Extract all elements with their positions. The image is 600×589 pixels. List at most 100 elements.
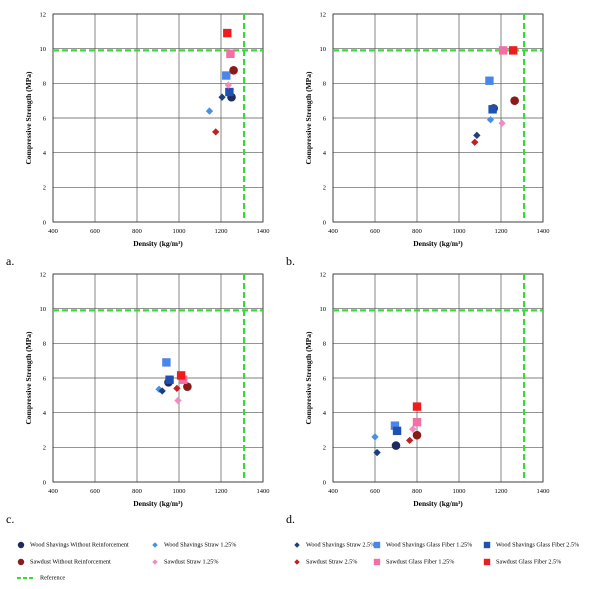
legend-label: Sawdust Glass Fiber 1.25% — [386, 558, 455, 566]
chart-panel-c: 400 600 800 1000 1200 1400 0 2 4 6 8 10 12 Density (k… — [24, 271, 270, 508]
data-point-wood_shavings_glass_125 — [162, 358, 171, 367]
panel-label-b: b. — [286, 254, 295, 268]
legend-marker-shape — [483, 558, 491, 566]
legend-marker-square — [483, 541, 491, 549]
legend-marker-circle — [17, 558, 25, 566]
y-tick-label: 4 — [323, 410, 327, 417]
data-point-wood_shavings_straw_25 — [218, 93, 226, 101]
x-tick-label: 1000 — [173, 228, 186, 235]
y-tick-label: 8 — [323, 81, 326, 88]
legend-marker-diamond — [294, 542, 300, 548]
y-tick-label: 0 — [43, 219, 46, 226]
data-point-wood_shavings_straw_125 — [205, 107, 214, 115]
data-point-wood_shavings_glass_25 — [488, 105, 497, 114]
data-point-sawdust_straw_25 — [212, 128, 220, 136]
x-tick-label: 600 — [370, 228, 380, 235]
y-tick-label: 12 — [40, 271, 47, 278]
x-tick-label: 800 — [412, 228, 422, 235]
data-point-wood_shavings_glass_125 — [390, 421, 400, 430]
legend-marker-shape — [17, 558, 25, 566]
y-tick-label: 0 — [43, 479, 46, 486]
data-point-wood_shavings_straw_25 — [158, 387, 166, 395]
y-tick-label: 6 — [43, 115, 47, 122]
chart-panel-b: 400 600 800 1000 1200 1400 0 2 4 6 8 10 12 Density (k… — [304, 11, 550, 248]
y-axis-label: Compressive Strength (MPa) — [24, 331, 33, 425]
legend-item-sawdust_straw_125: Sawdust Straw 1.25% — [150, 557, 218, 567]
legend-marker-shape — [152, 542, 158, 548]
data-point-sawdust_glass_25 — [412, 402, 422, 411]
y-tick-label: 4 — [43, 150, 47, 157]
data-point-sawdust_straw_125 — [224, 81, 233, 89]
legend-label: Wood Shavings Without Reinforcement — [30, 541, 129, 549]
legend-label: Reference — [40, 574, 66, 582]
chart-panel-a: 400 600 800 1000 1200 1400 0 2 4 6 8 10 12 Density (k… — [24, 11, 270, 248]
data-point-sawdust_straw_125 — [498, 119, 506, 127]
legend-label: Sawdust Straw 1.25% — [164, 558, 219, 566]
data-point-wood_shavings_glass_25 — [392, 426, 402, 436]
x-tick-label: 1200 — [215, 488, 228, 495]
y-tick-label: 6 — [323, 115, 327, 122]
data-point-wood_shavings_glass_25 — [225, 87, 234, 97]
legend-item-sawdust_without: Sawdust Without Reinforcement — [16, 557, 111, 567]
legend-marker-diamond — [152, 559, 158, 565]
plot-frame — [332, 273, 544, 483]
data-point-wood_shavings_glass_25 — [165, 375, 174, 384]
data-point-sawdust_glass_25 — [176, 371, 186, 380]
y-tick-label: 10 — [320, 46, 327, 53]
y-tick-label: 10 — [40, 46, 47, 53]
plot-frame — [52, 273, 264, 483]
legend-item-sawdust_glass_125: Sawdust Glass Fiber 1.25% — [372, 557, 454, 567]
y-tick-label: 2 — [323, 445, 326, 452]
x-tick-label: 800 — [412, 488, 422, 495]
data-point-wood_shavings_glass_125 — [485, 76, 494, 85]
legend-item-reference: Reference — [16, 573, 65, 583]
x-tick-label: 800 — [132, 488, 142, 495]
x-tick-label: 600 — [90, 488, 100, 495]
x-tick-label: 1400 — [257, 488, 270, 495]
data-point-sawdust_glass_125 — [226, 49, 235, 59]
legend-label: Wood Shavings Glass Fiber 2.5% — [496, 541, 580, 549]
legend-label: Wood Shavings Straw 2.5% — [306, 541, 376, 549]
y-tick-label: 4 — [323, 150, 327, 157]
x-axis-label: Density (kg/m³) — [133, 239, 183, 248]
legend-label: Wood Shavings Glass Fiber 1.25% — [386, 541, 473, 549]
legend-item-wood_shavings_without: Wood Shavings Without Reinforcement — [16, 540, 129, 550]
x-axis-label: Density (kg/m³) — [413, 499, 463, 508]
legend-item-sawdust_straw_25: Sawdust Straw 2.5% — [292, 557, 357, 567]
data-point-sawdust_straw_125 — [409, 425, 417, 433]
legend-marker-square — [373, 541, 381, 549]
y-tick-label: 10 — [320, 306, 327, 313]
data-point-sawdust_straw_25 — [471, 138, 479, 146]
y-axis-label: Compressive Strength (MPa) — [24, 71, 33, 165]
data-point-sawdust_glass_125 — [179, 375, 188, 384]
x-tick-label: 400 — [48, 228, 58, 235]
data-point-sawdust_without — [412, 430, 422, 440]
legend-marker-shape — [373, 541, 381, 549]
legend-marker-shape — [294, 542, 300, 548]
legend-marker-shape — [17, 541, 25, 549]
panel-label-c: c. — [6, 512, 15, 526]
y-tick-label: 8 — [43, 341, 46, 348]
legend-marker-circle — [17, 541, 25, 549]
x-tick-label: 1000 — [453, 228, 466, 235]
y-tick-label: 12 — [40, 11, 47, 18]
data-point-sawdust_straw_125 — [174, 396, 182, 405]
legend-label: Sawdust Straw 2.5% — [306, 558, 358, 566]
y-tick-label: 10 — [40, 306, 47, 313]
y-tick-label: 0 — [323, 219, 326, 226]
y-tick-label: 6 — [323, 375, 327, 382]
data-point-sawdust_straw_25 — [173, 384, 181, 393]
y-tick-label: 4 — [43, 410, 47, 417]
legend-label: Sawdust Without Reinforcement — [30, 558, 111, 566]
data-point-wood_shavings_without — [391, 441, 401, 450]
data-point-wood_shavings_glass_125 — [222, 71, 231, 80]
legend-item-wood_shavings_straw_125: Wood Shavings Straw 1.25% — [150, 540, 236, 550]
legend-marker-shape — [373, 558, 381, 566]
x-tick-label: 600 — [370, 488, 380, 495]
legend-item-sawdust_glass_25: Sawdust Glass Fiber 2.5% — [482, 557, 561, 567]
x-tick-label: 600 — [90, 228, 100, 235]
legend-item-wood_shavings_glass_25: Wood Shavings Glass Fiber 2.5% — [482, 540, 579, 550]
x-tick-label: 1200 — [495, 488, 508, 495]
x-tick-label: 1000 — [453, 488, 466, 495]
data-point-sawdust_glass_125 — [498, 46, 508, 55]
